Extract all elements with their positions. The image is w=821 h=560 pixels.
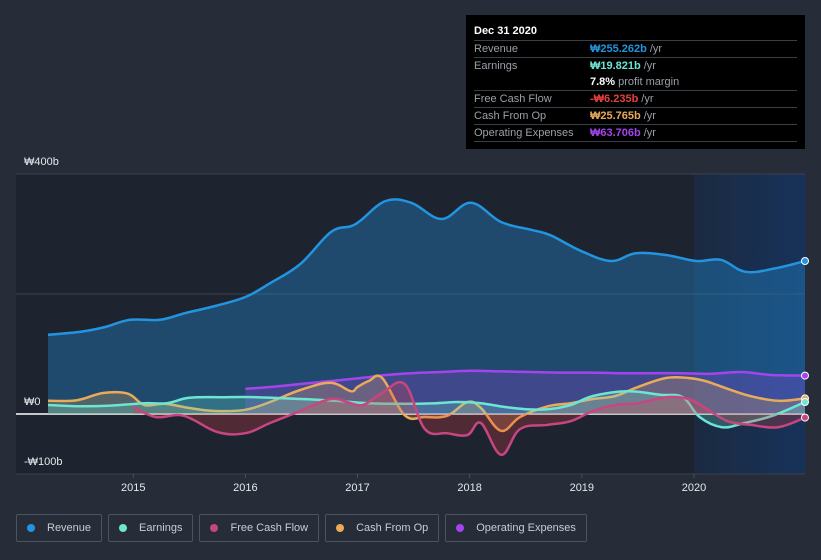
tooltip-row-value: ₩63.706b xyxy=(590,127,641,139)
legend-item-free-cash-flow[interactable]: Free Cash Flow xyxy=(199,514,320,542)
legend-label: Earnings xyxy=(139,522,183,534)
line-earnings xyxy=(47,389,806,429)
series-free-cash-flow xyxy=(132,380,809,457)
x-tick-label: 2019 xyxy=(569,482,595,494)
endpoint-operating-expenses xyxy=(801,371,809,380)
series-revenue xyxy=(47,198,809,414)
tooltip-row: Revenue ₩255.262b/yr xyxy=(474,41,797,58)
y-tick-label: -₩100b xyxy=(24,456,63,468)
legend-dot-icon xyxy=(119,524,128,532)
tooltip-row: Free Cash Flow -₩6.235b/yr xyxy=(474,91,797,108)
legend-label: Cash From Op xyxy=(356,522,429,534)
legend-label: Operating Expenses xyxy=(476,522,576,534)
tooltip-row-label: Earnings xyxy=(474,60,518,72)
x-tick-label: 2015 xyxy=(120,482,146,494)
area-free-cash-flow xyxy=(133,382,805,455)
legend-dot-icon xyxy=(456,524,465,532)
legend-dot-icon xyxy=(27,524,35,532)
tooltip-row-label: Cash From Op xyxy=(474,110,547,122)
tooltip-row: 7.8% profit margin xyxy=(474,74,797,91)
line-free-cash-flow xyxy=(132,380,806,457)
legend: Revenue Earnings Free Cash Flow Cash From O… xyxy=(16,514,587,542)
legend-item-operating-expenses[interactable]: Operating Expenses xyxy=(445,514,587,542)
x-axis xyxy=(132,474,695,478)
line-cash-from-op xyxy=(47,374,806,433)
tooltip-row-unit: /yr xyxy=(643,127,656,139)
tooltip-row-unit: /yr xyxy=(641,93,654,105)
x-tick-label: 2018 xyxy=(457,482,482,494)
tooltip-row-unit: /yr xyxy=(649,43,663,55)
tooltip-date: Dec 31 2020 xyxy=(474,23,797,41)
tooltip-row: Operating Expenses ₩63.706b/yr xyxy=(474,125,797,142)
x-tick-label: 2017 xyxy=(345,482,370,494)
tooltip-row-unit: /yr xyxy=(643,60,656,72)
tooltip-row-label: Operating Expenses xyxy=(474,127,574,139)
tooltip-row-value: ₩19.821b xyxy=(590,60,641,72)
series-earnings xyxy=(47,389,809,429)
legend-label: Free Cash Flow xyxy=(230,522,309,534)
endpoint-free-cash-flow xyxy=(801,413,809,422)
endpoint-revenue xyxy=(801,257,809,265)
tooltip-row: Earnings ₩19.821b/yr xyxy=(474,58,797,74)
line-operating-expenses xyxy=(245,369,806,391)
tooltip-row-label: Free Cash Flow xyxy=(474,93,552,105)
legend-dot-icon xyxy=(210,524,219,532)
legend-item-cash-from-op[interactable]: Cash From Op xyxy=(325,514,440,542)
y-tick-label: ₩400b xyxy=(24,156,59,168)
legend-dot-icon xyxy=(336,524,345,532)
tooltip-row-unit: profit margin xyxy=(618,76,680,88)
area-revenue xyxy=(48,199,805,414)
tooltip-row-value: ₩25.765b xyxy=(590,110,641,122)
series-layer xyxy=(47,198,809,457)
area-earnings xyxy=(48,391,805,428)
line-revenue xyxy=(47,198,806,337)
tooltip-row-label xyxy=(474,74,590,90)
plot-background xyxy=(16,174,805,474)
tooltip-row-value: ₩255.262b xyxy=(590,43,647,55)
tooltip-row: Cash From Op ₩25.765b/yr xyxy=(474,108,797,125)
tooltip-rows: Revenue ₩255.262b/yr Earnings ₩19.821b/yr 7.… xyxy=(474,41,797,142)
tooltip-row-label: Revenue xyxy=(474,43,519,55)
legend-item-earnings[interactable]: Earnings xyxy=(108,514,194,542)
endpoint-earnings xyxy=(801,398,809,406)
tooltip-row-value: -₩6.235b xyxy=(590,93,639,105)
tooltip-row-unit: /yr xyxy=(643,110,656,122)
y-tick-label: ₩0 xyxy=(24,396,41,408)
legend-label: Revenue xyxy=(47,522,92,534)
x-tick-label: 2020 xyxy=(681,482,707,494)
tooltip-panel: Dec 31 2020 Revenue ₩255.262b/yr Earnings ₩… xyxy=(466,15,805,149)
area-cash-from-op xyxy=(48,375,805,431)
legend-item-revenue[interactable]: Revenue xyxy=(16,514,103,542)
tooltip-row-value: 7.8% xyxy=(590,76,616,88)
x-tick-label: 2016 xyxy=(233,482,258,494)
